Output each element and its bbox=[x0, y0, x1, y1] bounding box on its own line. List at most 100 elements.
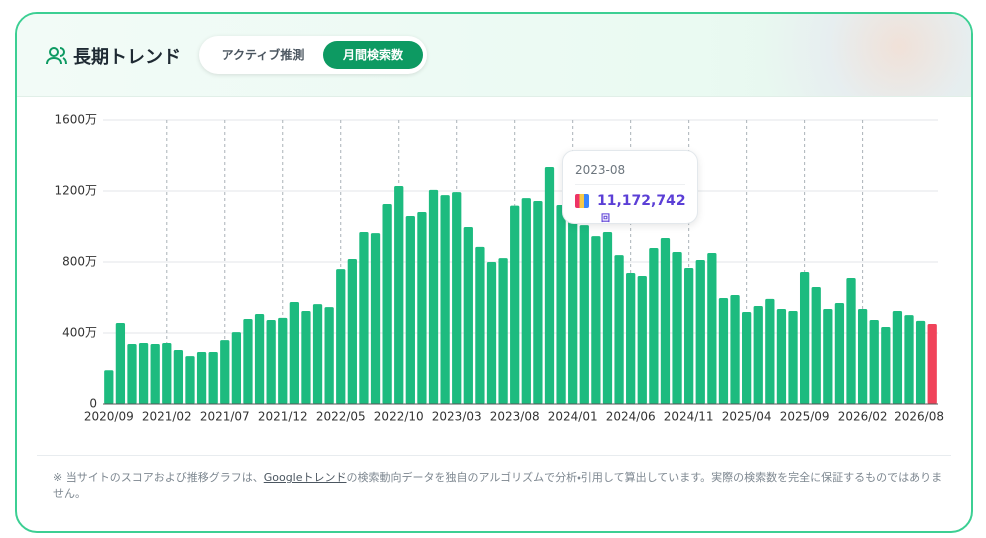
bar bbox=[568, 214, 578, 404]
bar bbox=[150, 344, 160, 404]
y-tick-label: 1200万 bbox=[54, 184, 97, 198]
bar bbox=[394, 186, 404, 404]
bar bbox=[544, 167, 555, 404]
toggle-option-active[interactable]: 月間検索数 bbox=[323, 41, 423, 69]
bar bbox=[915, 320, 926, 404]
bar bbox=[463, 227, 473, 404]
bar bbox=[718, 298, 729, 404]
bar bbox=[881, 326, 891, 404]
chart: 0 400万 800万 1200万 1600万 2020/09 2021/02 2021/07… bbox=[54, 113, 944, 424]
title: 長期トレンド bbox=[73, 47, 181, 68]
bar bbox=[834, 303, 845, 404]
bar bbox=[428, 189, 439, 404]
bar bbox=[742, 312, 752, 404]
y-tick-label: 1600万 bbox=[54, 113, 97, 127]
x-tick-label: 2022/10 bbox=[374, 410, 424, 424]
bar bbox=[162, 342, 172, 404]
bar bbox=[115, 323, 126, 404]
bar bbox=[892, 310, 903, 404]
bar bbox=[823, 309, 833, 404]
x-tick-label: 2022/05 bbox=[316, 410, 366, 424]
bar bbox=[869, 320, 879, 404]
bar bbox=[220, 340, 230, 404]
bar bbox=[173, 350, 184, 404]
bar bbox=[440, 195, 450, 404]
bar bbox=[138, 342, 149, 404]
bar bbox=[927, 323, 937, 404]
y-tick-label: 0 bbox=[89, 397, 97, 411]
bar bbox=[243, 318, 253, 404]
y-tick-label: 400万 bbox=[62, 326, 97, 340]
bar bbox=[579, 225, 589, 404]
bar bbox=[498, 258, 508, 404]
x-tick-label: 2023/03 bbox=[432, 410, 482, 424]
bar bbox=[475, 246, 485, 404]
header: 長期トレンド アクティブ推測 月間検索数 bbox=[17, 14, 971, 97]
x-tick-label: 2025/09 bbox=[780, 410, 830, 424]
note-text: の検索動向データを独自のアルゴリズムで分析・引用して算出しています。実際の検索数… bbox=[53, 471, 943, 500]
x-tick-label: 2020/09 bbox=[84, 410, 134, 424]
note: ※ 当サイトのスコアおよび推移グラフは、Googleトレンドの検索動向データを独… bbox=[53, 470, 943, 502]
bar bbox=[521, 198, 531, 404]
bar bbox=[672, 252, 682, 404]
bar bbox=[556, 205, 566, 404]
bar bbox=[185, 356, 195, 404]
bar bbox=[695, 260, 705, 404]
bar bbox=[707, 252, 717, 404]
bar bbox=[765, 298, 775, 404]
bar bbox=[846, 277, 856, 404]
bar bbox=[591, 236, 601, 404]
bar bbox=[799, 271, 810, 404]
bar bbox=[533, 200, 543, 404]
x-tick-label: 2026/02 bbox=[838, 410, 888, 424]
bar bbox=[208, 351, 218, 404]
tooltip-value-text: 11,172,742 bbox=[597, 193, 686, 209]
x-tick-label: 2024/06 bbox=[606, 410, 656, 424]
x-tick-label: 2021/02 bbox=[142, 410, 192, 424]
bar bbox=[370, 233, 381, 404]
bar bbox=[417, 211, 427, 404]
tooltip-value: 11,172,742 回 bbox=[597, 193, 697, 225]
users-icon bbox=[46, 47, 67, 65]
bar bbox=[637, 276, 647, 404]
note-link[interactable]: Googleトレンド bbox=[263, 471, 347, 484]
bar bbox=[788, 310, 798, 404]
bar bbox=[660, 238, 671, 404]
bar bbox=[811, 287, 821, 404]
divider bbox=[37, 455, 951, 456]
toggle: アクティブ推測 月間検索数 bbox=[199, 36, 427, 74]
bar bbox=[684, 268, 694, 404]
toggle-option[interactable]: アクティブ推測 bbox=[221, 48, 305, 62]
bar bbox=[266, 320, 276, 404]
bar bbox=[231, 332, 242, 404]
x-tick-label: 2025/04 bbox=[722, 410, 772, 424]
x-tick-label: 2023/08 bbox=[490, 410, 540, 424]
bar bbox=[278, 317, 288, 404]
bar bbox=[196, 351, 207, 404]
bar bbox=[602, 232, 613, 404]
bar bbox=[324, 307, 334, 404]
y-tick-label: 800万 bbox=[62, 255, 97, 269]
tooltip: 2023-08 11,172,742 回 bbox=[562, 150, 698, 224]
bar bbox=[614, 255, 624, 404]
bar bbox=[452, 192, 462, 404]
bar bbox=[254, 314, 265, 404]
tooltip-icon bbox=[575, 194, 589, 208]
bar bbox=[776, 309, 787, 404]
bar bbox=[753, 306, 763, 404]
bar bbox=[405, 216, 415, 404]
bar bbox=[336, 269, 346, 404]
bar bbox=[301, 310, 311, 404]
bar bbox=[312, 304, 323, 404]
bar bbox=[626, 273, 636, 404]
bar bbox=[359, 232, 369, 404]
bar bbox=[289, 301, 299, 404]
bar bbox=[649, 247, 659, 404]
bar bbox=[857, 309, 868, 404]
card: 0 400万 800万 1200万 1600万 2020/09 2021/02 2021/07… bbox=[15, 12, 973, 533]
tooltip-title: 2023-08 bbox=[575, 163, 626, 177]
tooltip-divider bbox=[575, 184, 685, 185]
note-text: ※ 当サイトのスコアおよび推移グラフは、 bbox=[53, 471, 264, 484]
header-art bbox=[731, 14, 971, 96]
tooltip-unit: 回 bbox=[601, 214, 611, 224]
